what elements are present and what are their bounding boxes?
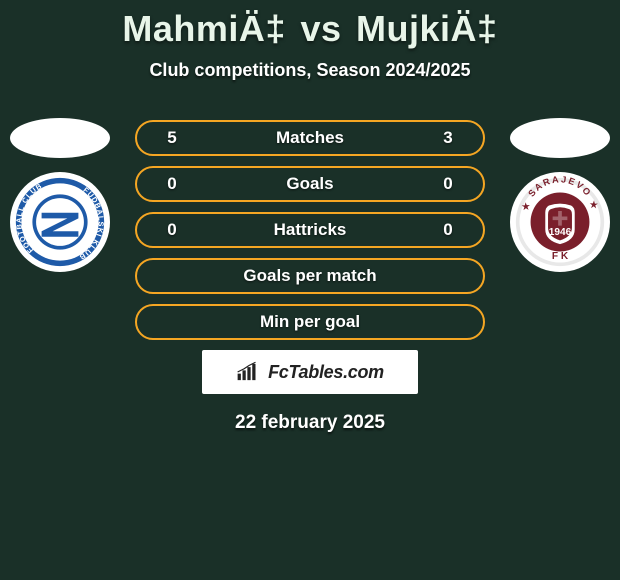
chart-icon	[236, 361, 262, 383]
club-logo-right: 1946 ★ SARAJEVO ★ F K	[510, 172, 610, 272]
stat-right-value: 0	[433, 174, 463, 194]
stat-row-goals-per-match: Goals per match	[135, 258, 485, 294]
stat-left-value: 0	[157, 220, 187, 240]
subtitle: Club competitions, Season 2024/2025	[0, 60, 620, 81]
page-title: MahmiÄ‡ vs MujkiÄ‡	[0, 0, 620, 50]
zeljeznicar-crest-icon: FUDBALSKI KLUB FOOTBALL CLUB	[14, 176, 106, 268]
stat-label: Goals per match	[157, 266, 463, 286]
stat-label: Min per goal	[157, 312, 463, 332]
stat-row-matches: 5 Matches 3	[135, 120, 485, 156]
svg-text:1946: 1946	[549, 227, 572, 238]
match-date: 22 february 2025	[135, 412, 485, 434]
player2-photo-placeholder	[510, 118, 610, 158]
stat-label: Hattricks	[187, 220, 433, 240]
svg-text:F K: F K	[552, 251, 569, 262]
stat-row-min-per-goal: Min per goal	[135, 304, 485, 340]
branding-text: FcTables.com	[268, 362, 384, 383]
stat-label: Goals	[187, 174, 433, 194]
stat-label: Matches	[187, 128, 433, 148]
player2-name: MujkiÄ‡	[356, 8, 498, 49]
branding-badge: FcTables.com	[202, 350, 418, 394]
stat-right-value: 3	[433, 128, 463, 148]
player1-photo-placeholder	[10, 118, 110, 158]
stats-column: 5 Matches 3 0 Goals 0 0 Hattricks 0 Goal…	[135, 120, 485, 434]
vs-separator: vs	[300, 8, 341, 49]
stat-left-value: 5	[157, 128, 187, 148]
stat-row-goals: 0 Goals 0	[135, 166, 485, 202]
club-logo-left: FUDBALSKI KLUB FOOTBALL CLUB	[10, 172, 110, 272]
stat-row-hattricks: 0 Hattricks 0	[135, 212, 485, 248]
stat-left-value: 0	[157, 174, 187, 194]
player1-name: MahmiÄ‡	[122, 8, 286, 49]
sarajevo-crest-icon: 1946 ★ SARAJEVO ★ F K	[514, 176, 606, 268]
stat-right-value: 0	[433, 220, 463, 240]
